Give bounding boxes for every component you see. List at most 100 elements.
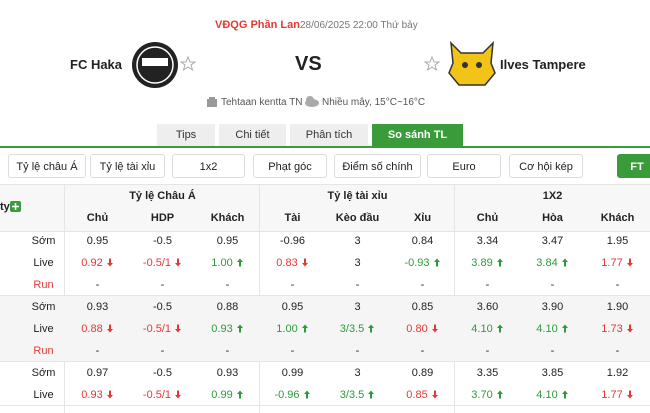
- tab[interactable]: Chi tiết: [219, 124, 286, 146]
- odds-cell[interactable]: 3.89: [455, 252, 520, 274]
- odds-cell[interactable]: -: [615, 345, 620, 357]
- odds-cell[interactable]: -: [355, 345, 360, 357]
- column-header: Chủ: [476, 212, 499, 224]
- filter-button[interactable]: Tỷ lệ tài xỉu: [90, 154, 165, 178]
- odds-cell[interactable]: -: [225, 345, 230, 357]
- odds-cell[interactable]: 0.92: [65, 252, 130, 274]
- odds-cell[interactable]: 3.34: [476, 235, 499, 247]
- odds-cell[interactable]: -0.5: [153, 301, 172, 313]
- odds-cell[interactable]: -0.5/1: [130, 252, 195, 274]
- filter-button[interactable]: Cơ hội kép: [509, 154, 583, 178]
- filter-button[interactable]: 1x2: [172, 154, 245, 178]
- odds-cell[interactable]: 4.10: [520, 318, 585, 340]
- home-team[interactable]: FC Haka: [70, 57, 123, 72]
- odds-cell[interactable]: -0.5: [153, 235, 172, 247]
- odds-cell[interactable]: -: [485, 345, 490, 357]
- odds-value: 0.93: [211, 323, 233, 335]
- odds-cell[interactable]: 3: [354, 235, 361, 247]
- odds-cell[interactable]: 0.88: [216, 301, 239, 313]
- odds-cell[interactable]: 0.93: [65, 384, 130, 406]
- favorite-star[interactable]: [424, 56, 440, 72]
- odds-cell[interactable]: 0.95: [281, 301, 304, 313]
- odds-cell[interactable]: 1.92: [606, 367, 629, 379]
- odds-cell[interactable]: 1.77: [585, 384, 650, 406]
- odds-cell[interactable]: -: [95, 279, 100, 291]
- odds-cell[interactable]: 0.89: [411, 367, 434, 379]
- odds-cell[interactable]: -0.5: [153, 367, 172, 379]
- odds-cell[interactable]: 4.10: [455, 318, 520, 340]
- odds-cell[interactable]: 1.00: [260, 318, 325, 340]
- odds-cell[interactable]: -: [160, 279, 165, 291]
- odds-cell[interactable]: 3.84: [520, 252, 585, 274]
- odds-cell[interactable]: -: [485, 279, 490, 291]
- odds-cell[interactable]: -: [420, 345, 425, 357]
- odds-cell[interactable]: 0.85: [390, 384, 455, 406]
- trend-arrow: [433, 258, 440, 267]
- odds-cell[interactable]: -: [290, 345, 295, 357]
- tab[interactable]: So sánh TL: [372, 124, 463, 146]
- group-header: 1X2: [542, 190, 563, 202]
- odds-cell[interactable]: 3.47: [541, 235, 564, 247]
- odds-cell[interactable]: 0.88: [65, 318, 130, 340]
- odds-cell[interactable]: -0.5/1: [130, 384, 195, 406]
- odds-cell[interactable]: 1.77: [585, 252, 650, 274]
- odds-cell[interactable]: -: [160, 345, 165, 357]
- odds-cell[interactable]: 0.85: [411, 301, 434, 313]
- tab[interactable]: Tips: [157, 124, 215, 146]
- odds-cell[interactable]: 0.93: [216, 367, 239, 379]
- odds-cell[interactable]: 0.93: [195, 318, 260, 340]
- odds-cell[interactable]: 0.84: [411, 235, 434, 247]
- odds-cell[interactable]: 0.97: [86, 367, 109, 379]
- odds-cell[interactable]: 3/3.5: [325, 318, 390, 340]
- odds-value: 1.73: [601, 323, 623, 335]
- trend-arrow: [106, 324, 113, 333]
- odds-cell[interactable]: -: [355, 279, 360, 291]
- home-logo[interactable]: [130, 40, 180, 90]
- odds-cell[interactable]: -: [550, 345, 555, 357]
- odds-cell[interactable]: 0.80: [390, 318, 455, 340]
- odds-cell[interactable]: 0.83: [260, 252, 325, 274]
- odds-cell[interactable]: 0.95: [216, 235, 239, 247]
- odds-cell[interactable]: 3: [354, 367, 361, 379]
- filter-button[interactable]: Tỷ lệ châu Á: [8, 154, 86, 178]
- odds-cell[interactable]: -0.96: [260, 384, 325, 406]
- favorite-star[interactable]: [180, 56, 196, 72]
- filter-button[interactable]: Phạt góc: [253, 154, 327, 178]
- odds-cell[interactable]: -: [420, 279, 425, 291]
- league[interactable]: VĐQG Phần Lan: [215, 19, 300, 31]
- filter-button[interactable]: Euro Handicap: [427, 154, 501, 197]
- tab[interactable]: Phân tích: [290, 124, 368, 146]
- odds-cell[interactable]: 3.60: [476, 301, 499, 313]
- filter-button[interactable]: Điểm số chính xác: [334, 154, 421, 197]
- odds-cell[interactable]: 0.93: [86, 301, 109, 313]
- odds-cell[interactable]: -0.93: [390, 252, 455, 274]
- odds-cell[interactable]: 0.95: [86, 235, 109, 247]
- odds-cell[interactable]: 3.90: [541, 301, 564, 313]
- odds-cell[interactable]: 3.35: [476, 367, 499, 379]
- odds-cell[interactable]: 1.00: [195, 252, 260, 274]
- odds-value: 0.93: [81, 389, 103, 401]
- odds-cell[interactable]: 3.85: [541, 367, 564, 379]
- odds-cell[interactable]: 3/3.5: [325, 384, 390, 406]
- away-logo[interactable]: [447, 41, 497, 89]
- odds-cell[interactable]: 0.99: [281, 367, 304, 379]
- odds-cell[interactable]: -: [225, 279, 230, 291]
- odds-cell[interactable]: -: [290, 279, 295, 291]
- odds-cell[interactable]: 1.90: [606, 301, 629, 313]
- odds-cell[interactable]: -: [550, 279, 555, 291]
- odds-cell[interactable]: 1.73: [585, 318, 650, 340]
- ft-button[interactable]: FT: [617, 154, 650, 178]
- odds-value: 0.88: [81, 323, 103, 335]
- odds-cell[interactable]: 3: [354, 301, 361, 313]
- row-label: Sớm: [31, 301, 56, 313]
- odds-cell[interactable]: 4.10: [520, 384, 585, 406]
- odds-cell[interactable]: 3: [354, 257, 361, 269]
- odds-cell[interactable]: -: [95, 345, 100, 357]
- odds-cell[interactable]: -0.96: [279, 235, 306, 247]
- away-team[interactable]: Ilves Tampere: [500, 57, 586, 72]
- odds-cell[interactable]: 1.95: [606, 235, 629, 247]
- odds-cell[interactable]: -: [615, 279, 620, 291]
- odds-cell[interactable]: -0.5/1: [130, 318, 195, 340]
- odds-cell[interactable]: 0.99: [195, 384, 260, 406]
- odds-cell[interactable]: 3.70: [455, 384, 520, 406]
